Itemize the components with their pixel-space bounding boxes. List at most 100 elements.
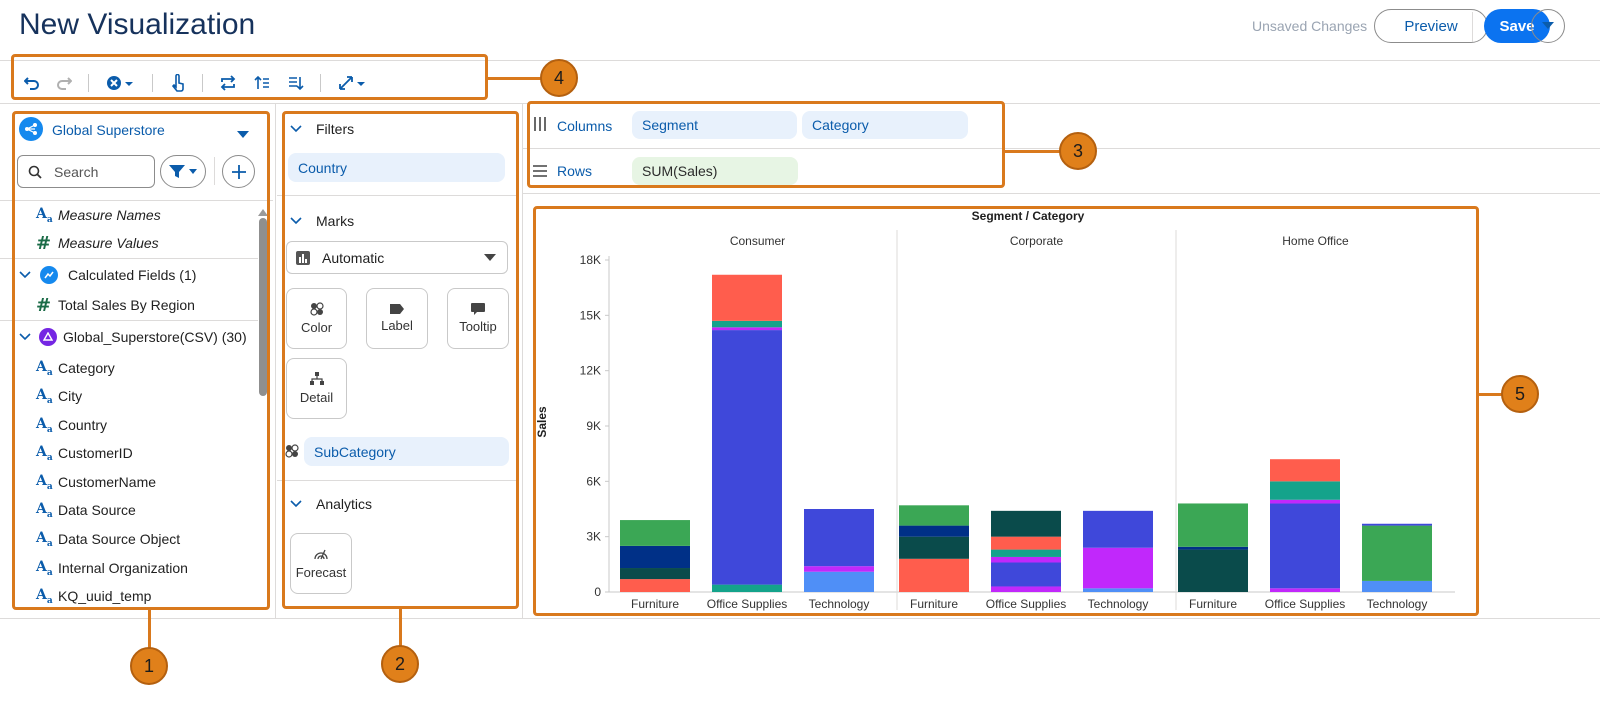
panel-header-corporate: Corporate <box>1010 234 1064 248</box>
bar-segment <box>1270 588 1340 592</box>
text-field-icon: Aa <box>36 500 53 520</box>
color-encoding-icon <box>285 444 299 463</box>
field-customername[interactable]: Aa CustomerName <box>36 472 157 492</box>
preview-button[interactable]: Preview <box>1374 9 1488 43</box>
callout-connector <box>1005 150 1061 153</box>
bar-segment <box>1362 523 1432 526</box>
callout-4: 4 <box>540 59 578 97</box>
forecast-button[interactable]: Forecast <box>290 533 352 594</box>
interact-icon[interactable] <box>170 72 186 94</box>
bar-segment <box>1362 525 1432 581</box>
bar-segment <box>991 510 1061 537</box>
rows-icon <box>533 164 547 182</box>
bar-segment <box>1270 503 1340 589</box>
bar-segment <box>1083 510 1153 548</box>
x-tick-label: Technology <box>809 597 870 611</box>
bar-segment <box>899 505 969 526</box>
tooltip-mark-button[interactable]: Tooltip <box>447 288 509 349</box>
redo-icon[interactable] <box>56 72 72 94</box>
x-tick-label: Furniture <box>631 597 679 611</box>
x-tick-label: Office Supplies <box>1265 597 1346 611</box>
field-group-divider <box>0 320 258 321</box>
field-customerid[interactable]: Aa CustomerID <box>36 443 133 463</box>
forecast-icon <box>314 549 328 560</box>
analytics-section-header[interactable]: Analytics <box>290 496 372 512</box>
section-divider <box>277 480 517 481</box>
chevron-down-icon <box>1542 22 1554 29</box>
field-list-scrollbar[interactable] <box>259 218 267 396</box>
field-data-source[interactable]: Aa Data Source <box>36 500 136 520</box>
bar-segment <box>1178 549 1248 592</box>
x-tick-label: Technology <box>1088 597 1149 611</box>
field-measure-values[interactable]: # Measure Values <box>36 232 159 254</box>
tooltip-icon <box>471 303 485 315</box>
field-kq-uuid-temp[interactable]: Aa KQ_uuid_temp <box>36 586 152 606</box>
field-internal-organization[interactable]: Aa Internal Organization <box>36 558 188 578</box>
data-source-dropdown-icon[interactable] <box>237 126 249 144</box>
label-mark-button[interactable]: Label <box>366 288 428 349</box>
text-field-icon: Aa <box>36 586 53 606</box>
color-mark-button[interactable]: Color <box>286 288 347 349</box>
chevron-down-icon <box>19 333 31 341</box>
sort-ascending-icon[interactable] <box>254 72 270 94</box>
field-city[interactable]: Aa City <box>36 386 83 406</box>
bar-segment <box>620 545 690 569</box>
field-search-box[interactable]: Search <box>17 155 155 188</box>
callout-box-data-panel <box>12 111 270 610</box>
y-tick-label: 3K <box>586 530 601 544</box>
bar-segment <box>1083 588 1153 592</box>
color-field-pill[interactable]: SubCategory <box>304 437 509 466</box>
callout-connector <box>148 610 151 652</box>
bar-segment <box>620 579 690 592</box>
column-pill-category[interactable]: Category <box>802 111 968 139</box>
bar-segment <box>804 571 874 592</box>
clear-icon[interactable] <box>106 72 134 94</box>
row-pill-sum-sales[interactable]: SUM(Sales) <box>632 157 798 185</box>
chart-title: Segment / Category <box>972 209 1085 223</box>
filter-pill-country[interactable]: Country <box>288 153 505 182</box>
filters-section-header[interactable]: Filters <box>290 121 354 137</box>
x-tick-label: Furniture <box>1189 597 1237 611</box>
bar-segment <box>1270 499 1340 504</box>
bar-segment <box>712 584 782 592</box>
bar-segment <box>991 536 1061 550</box>
callout-box-toolbar <box>11 54 488 100</box>
field-country[interactable]: Aa Country <box>36 415 108 435</box>
data-source-name[interactable]: Global Superstore <box>52 122 165 138</box>
calculated-fields-group[interactable]: Calculated Fields (1) <box>19 264 196 286</box>
add-field-button[interactable] <box>222 155 255 188</box>
field-list-divider <box>0 200 273 201</box>
panel-header-consumer: Consumer <box>730 234 785 248</box>
marks-type-select[interactable]: Automatic <box>286 241 508 274</box>
detail-icon <box>309 372 324 385</box>
undo-icon[interactable] <box>24 72 40 94</box>
more-options-button[interactable] <box>1531 9 1565 43</box>
filter-icon <box>169 164 185 178</box>
bar-segment <box>991 549 1061 557</box>
field-category[interactable]: Aa Category <box>36 358 115 378</box>
fit-icon[interactable] <box>338 72 366 94</box>
field-data-source-object[interactable]: Aa Data Source Object <box>36 529 181 549</box>
y-tick-label: 12K <box>580 364 601 378</box>
marks-section-header[interactable]: Marks <box>290 213 354 229</box>
sort-descending-icon[interactable] <box>288 72 304 94</box>
section-divider <box>277 195 517 196</box>
column-pill-segment[interactable]: Segment <box>632 111 797 139</box>
callout-box-chart <box>533 206 1479 616</box>
bar-segment <box>712 330 782 585</box>
x-tick-label: Office Supplies <box>707 597 788 611</box>
swap-icon[interactable] <box>220 72 236 94</box>
y-tick-label: 0 <box>594 585 601 599</box>
detail-mark-button[interactable]: Detail <box>286 358 347 419</box>
search-divider <box>214 157 215 185</box>
field-measure-names[interactable]: Aa Measure Names <box>36 205 161 225</box>
chevron-down-icon <box>290 217 302 225</box>
toolbar-separator <box>202 74 203 92</box>
stacked-bar-chart[interactable]: Segment / Category Sales 0 3K 6K 9K 12K 15K 18… <box>530 206 1480 618</box>
scroll-up-arrow[interactable] <box>258 203 268 221</box>
field-total-sales-by-region[interactable]: # Total Sales By Region <box>36 294 195 316</box>
bar-segment <box>899 536 969 559</box>
field-filter-button[interactable] <box>160 155 206 188</box>
chevron-down-icon <box>189 169 197 174</box>
csv-fields-group[interactable]: Global_Superstore(CSV) (30) <box>19 326 247 348</box>
